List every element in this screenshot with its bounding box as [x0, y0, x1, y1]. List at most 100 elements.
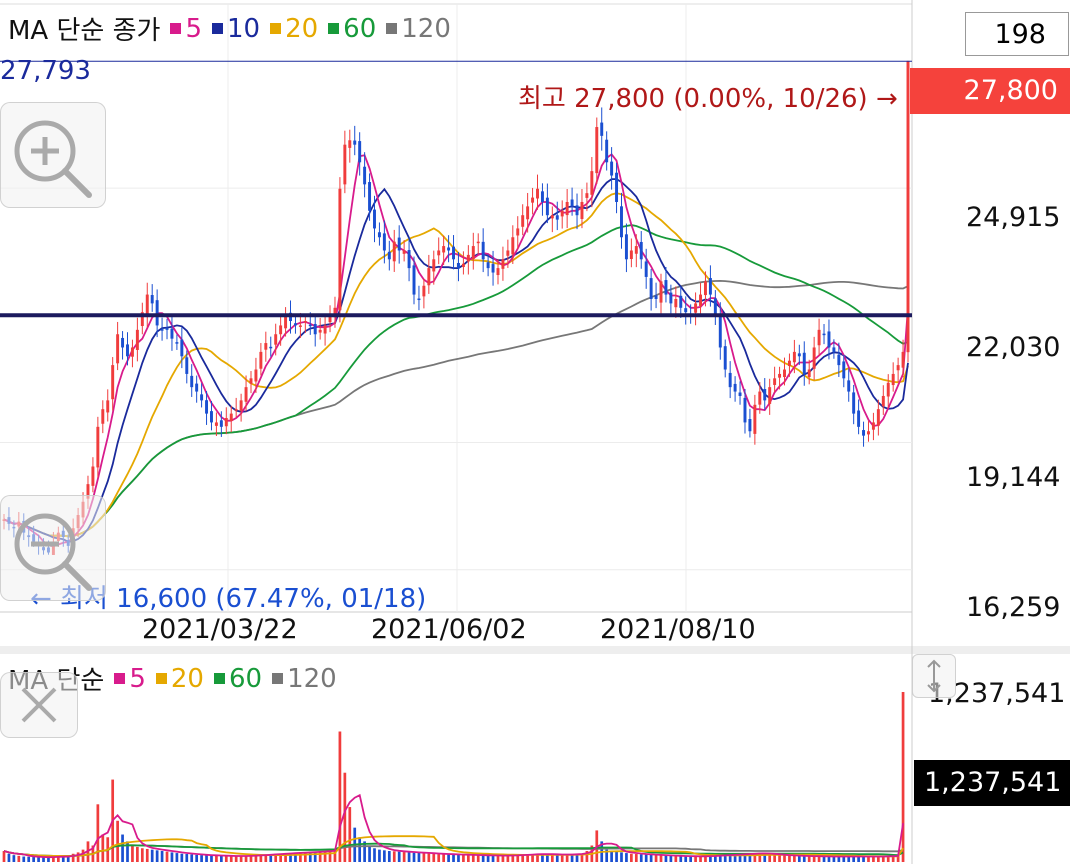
volume-bar — [793, 855, 796, 862]
candle-body — [323, 325, 327, 334]
candle-body — [575, 205, 579, 216]
volume-bar — [644, 854, 648, 862]
volume-bar — [778, 855, 781, 862]
volume-bar — [615, 851, 618, 862]
candle-body — [531, 197, 535, 203]
candle-body — [585, 193, 589, 198]
volume-bar — [743, 853, 747, 862]
volume-bar — [689, 856, 692, 862]
legend-label: 5 — [185, 13, 202, 44]
candle-body — [249, 378, 253, 384]
legend-swatch — [270, 23, 282, 34]
volume-bar — [718, 855, 722, 862]
zoom-in-button[interactable] — [0, 102, 106, 208]
moving-average-lines — [3, 153, 909, 548]
volume-bar — [807, 856, 811, 862]
ma20-line — [3, 192, 909, 538]
volume-bar — [205, 855, 208, 862]
candle-body — [871, 422, 875, 430]
volume-bar — [96, 804, 100, 862]
volume-bar — [442, 854, 446, 862]
candle-body — [427, 268, 431, 286]
volume-bar — [867, 856, 870, 862]
volume-bar — [200, 855, 203, 862]
candle-body — [358, 141, 362, 163]
candle-body — [639, 241, 643, 260]
candle-body — [373, 209, 376, 229]
candle-body — [437, 250, 441, 256]
volume-bar — [52, 856, 55, 862]
volume-bar — [560, 854, 564, 862]
candle-body — [461, 263, 465, 268]
volume-bar — [116, 820, 119, 862]
volume-bar — [817, 856, 821, 862]
volume-bar — [150, 849, 154, 862]
candle-body — [338, 188, 342, 311]
volume-bar — [738, 854, 742, 862]
volume-bar — [136, 846, 139, 862]
price-ma-legend[interactable]: MA 단순 종가 5 10 20 60 120 — [8, 10, 451, 47]
volume-bar — [891, 855, 895, 862]
volume-bar — [274, 853, 278, 862]
candle-body — [91, 466, 95, 486]
y-tick-label: 22,030 — [966, 332, 1061, 363]
candle-body — [565, 201, 569, 216]
resize-pane-button[interactable] — [912, 654, 956, 698]
volume-bar — [496, 855, 500, 862]
zoom-out-button[interactable] — [0, 495, 106, 601]
candle-body — [170, 328, 174, 339]
volume-bar — [42, 857, 45, 862]
candle-body — [654, 295, 658, 299]
legend-label: 10 — [226, 13, 261, 44]
volume-bar — [654, 855, 658, 862]
volume-bar — [313, 851, 317, 862]
candle-body — [481, 241, 485, 260]
candle-body — [353, 140, 357, 145]
volume-bar — [308, 851, 312, 862]
volume-bar — [121, 834, 124, 862]
volume-bar — [269, 854, 273, 862]
volume-bar — [338, 731, 342, 862]
candle-body — [456, 262, 460, 269]
volume-bar — [185, 854, 189, 862]
ma10-line — [3, 178, 909, 543]
volume-bar — [659, 855, 663, 862]
candle-body — [130, 347, 134, 357]
volume-bar — [610, 851, 613, 862]
candle-body — [679, 295, 683, 308]
candle-body — [758, 391, 762, 405]
candle-body — [116, 334, 120, 364]
candle-body — [145, 294, 149, 315]
volume-bar — [61, 856, 65, 862]
ma5-line — [3, 153, 909, 548]
legend-label: 20 — [170, 663, 204, 694]
volume-bar — [323, 851, 327, 862]
candle-body — [629, 250, 633, 260]
volume-bar — [541, 854, 544, 862]
volume-bar — [392, 851, 396, 862]
volume-bar — [170, 852, 174, 862]
current-volume-tag: 1,237,541 — [914, 760, 1070, 806]
zoom-in-icon — [14, 120, 92, 198]
candle-body — [876, 409, 880, 426]
volume-bar — [437, 854, 441, 862]
volume-bar — [709, 855, 712, 862]
volume-bar — [585, 851, 589, 862]
visible-count-box[interactable]: 198 — [965, 12, 1069, 56]
legend-swatch — [155, 673, 167, 684]
volume-bar — [832, 856, 836, 862]
volume-bar — [37, 857, 40, 862]
price-legend-title: MA 단순 종가 — [8, 16, 161, 46]
volume-bar — [402, 852, 406, 862]
volume-bar — [748, 853, 752, 862]
volume-bar — [639, 854, 643, 862]
volume-bar — [565, 854, 569, 862]
candle-body — [644, 261, 648, 277]
close-icon — [21, 687, 57, 723]
candle-body — [111, 365, 115, 400]
volume-bar — [279, 853, 282, 862]
close-volume-button[interactable] — [0, 672, 78, 738]
volume-bar — [368, 845, 371, 862]
volume-bar — [427, 853, 431, 862]
